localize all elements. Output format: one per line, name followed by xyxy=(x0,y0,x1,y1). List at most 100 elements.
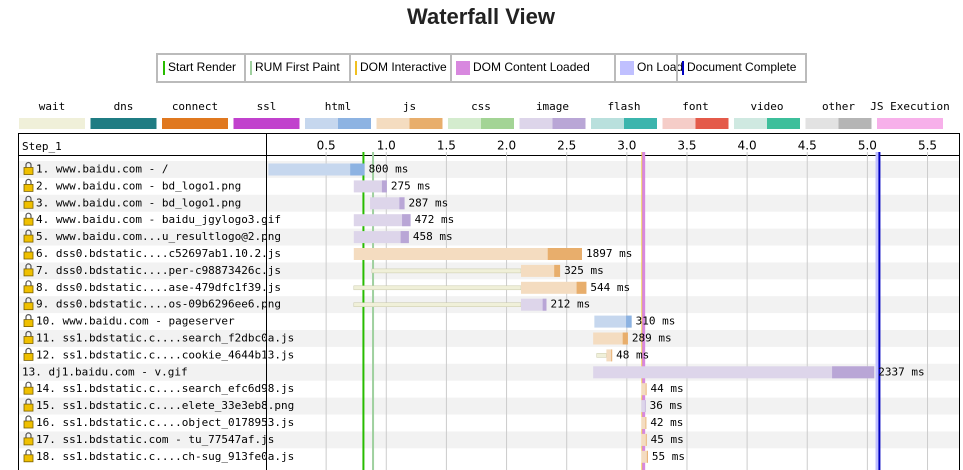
duration-label: 287 ms xyxy=(409,196,449,209)
type-legend-swatch xyxy=(409,118,443,129)
request-bar-download xyxy=(645,417,647,429)
request-bar xyxy=(594,315,632,328)
type-legend-label: connect xyxy=(172,100,218,113)
request-label: 7. dss0.bdstatic....per-c98873426c.js xyxy=(36,264,281,277)
request-label: 13. dj1.baidu.com - v.gif xyxy=(22,365,188,378)
type-legend-swatch xyxy=(591,118,624,129)
request-bar-download xyxy=(832,366,875,379)
request-label: 10. www.baidu.com - pageserver xyxy=(36,315,235,328)
request-bar xyxy=(353,214,411,227)
request-label: 2. www.baidu.com - bd_logo1.png xyxy=(36,179,241,192)
type-legend-label: html xyxy=(325,100,352,113)
lock-icon xyxy=(23,454,34,463)
request-bar-download xyxy=(554,264,561,277)
row-shade xyxy=(19,194,959,212)
request-bar-download xyxy=(622,332,628,345)
lock-shackle xyxy=(25,381,32,388)
lock-icon xyxy=(23,403,34,412)
request-bar xyxy=(641,433,647,446)
event-legend-swatch xyxy=(355,61,357,75)
type-legend-label: JS Execution xyxy=(870,100,949,113)
duration-label: 544 ms xyxy=(590,281,630,294)
lock-shackle xyxy=(25,314,32,320)
request-label: 9. dss0.bdstatic....os-09b6296ee6.png xyxy=(36,298,281,311)
request-bar-download xyxy=(402,214,411,227)
lock-shackle xyxy=(25,415,32,421)
request-bar xyxy=(641,400,646,413)
duration-label: 2337 ms xyxy=(878,365,924,378)
type-legend-swatch xyxy=(195,118,228,129)
x-tick-label: 3.0 xyxy=(617,139,636,153)
x-tick-label: 1.0 xyxy=(377,139,396,153)
type-legend-label: other xyxy=(822,100,855,113)
lock-icon xyxy=(23,200,34,209)
request-bar-download xyxy=(644,400,646,413)
duration-label: 310 ms xyxy=(636,315,676,328)
type-legend-label: wait xyxy=(39,100,66,113)
duration-label: 325 ms xyxy=(564,264,604,277)
request-bar xyxy=(593,366,875,379)
row-shade xyxy=(19,397,959,415)
x-tick-label: 0.5 xyxy=(317,139,336,153)
x-tick-label: 2.5 xyxy=(557,139,576,153)
type-legend-swatch xyxy=(123,118,157,129)
request-bar xyxy=(353,180,387,193)
request-bar xyxy=(606,349,613,362)
type-legend-swatch xyxy=(481,118,514,129)
request-label: 4. www.baidu.com - baidu_jgylogo3.gif xyxy=(36,213,281,226)
request-label: 8. dss0.bdstatic....ase-479dfc1f39.js xyxy=(36,281,281,294)
event-legend-swatch xyxy=(620,61,634,75)
request-bar-download xyxy=(645,433,647,446)
type-legend-label: css xyxy=(471,100,491,113)
lock-shackle xyxy=(25,398,32,405)
event-legend-label: On Load xyxy=(637,60,683,74)
duration-label: 458 ms xyxy=(413,230,453,243)
request-bar-download xyxy=(542,298,547,311)
type-legend-swatch xyxy=(266,118,300,129)
request-bar xyxy=(520,298,547,311)
lock-icon xyxy=(23,302,34,311)
lock-icon xyxy=(23,167,34,175)
x-tick-label: 2.0 xyxy=(497,139,516,153)
lock-shackle xyxy=(25,449,32,455)
type-legend-swatch xyxy=(624,118,657,129)
type-legend-swatch xyxy=(838,118,872,129)
request-bar-download xyxy=(611,349,613,362)
event-legend-swatch xyxy=(250,61,252,75)
duration-label: 44 ms xyxy=(651,382,684,395)
type-legend-label: ssl xyxy=(257,100,277,113)
request-bar-download xyxy=(576,281,587,294)
lock-shackle xyxy=(25,212,32,219)
duration-label: 48 ms xyxy=(616,348,649,361)
type-legend-swatch xyxy=(338,118,371,129)
request-bar-download xyxy=(646,450,648,463)
lock-shackle xyxy=(25,161,32,168)
type-legend-swatch xyxy=(805,118,839,129)
lock-shackle xyxy=(25,178,32,185)
request-label: 15. ss1.bdstatic.c....elete_33e3eb8.png xyxy=(36,399,294,412)
duration-label: 275 ms xyxy=(391,179,431,192)
type-legend-label: flash xyxy=(607,100,640,113)
lock-icon xyxy=(23,251,34,260)
event-legend-box xyxy=(156,53,807,83)
type-legend-swatch xyxy=(90,118,124,129)
type-legend-swatch xyxy=(734,118,767,129)
row-shade xyxy=(19,330,959,347)
request-bar-download xyxy=(400,231,409,244)
lock-shackle xyxy=(25,263,32,269)
type-legend-swatch xyxy=(448,118,481,129)
request-label: 18. ss1.bdstatic.c....ch-sug_913fe0a.js xyxy=(36,450,294,463)
lock-icon xyxy=(23,268,34,277)
event-legend-label: Document Complete xyxy=(687,60,797,74)
type-legend-swatch xyxy=(552,118,586,129)
type-legend-swatch xyxy=(233,118,267,129)
request-bar xyxy=(520,264,561,277)
request-bar xyxy=(520,281,587,294)
type-legend-swatch xyxy=(376,118,410,129)
request-bar-download xyxy=(645,383,647,396)
request-bar xyxy=(268,163,365,176)
event-legend-label: RUM First Paint xyxy=(255,60,340,74)
duration-label: 36 ms xyxy=(650,399,683,412)
duration-label: 472 ms xyxy=(415,213,455,226)
